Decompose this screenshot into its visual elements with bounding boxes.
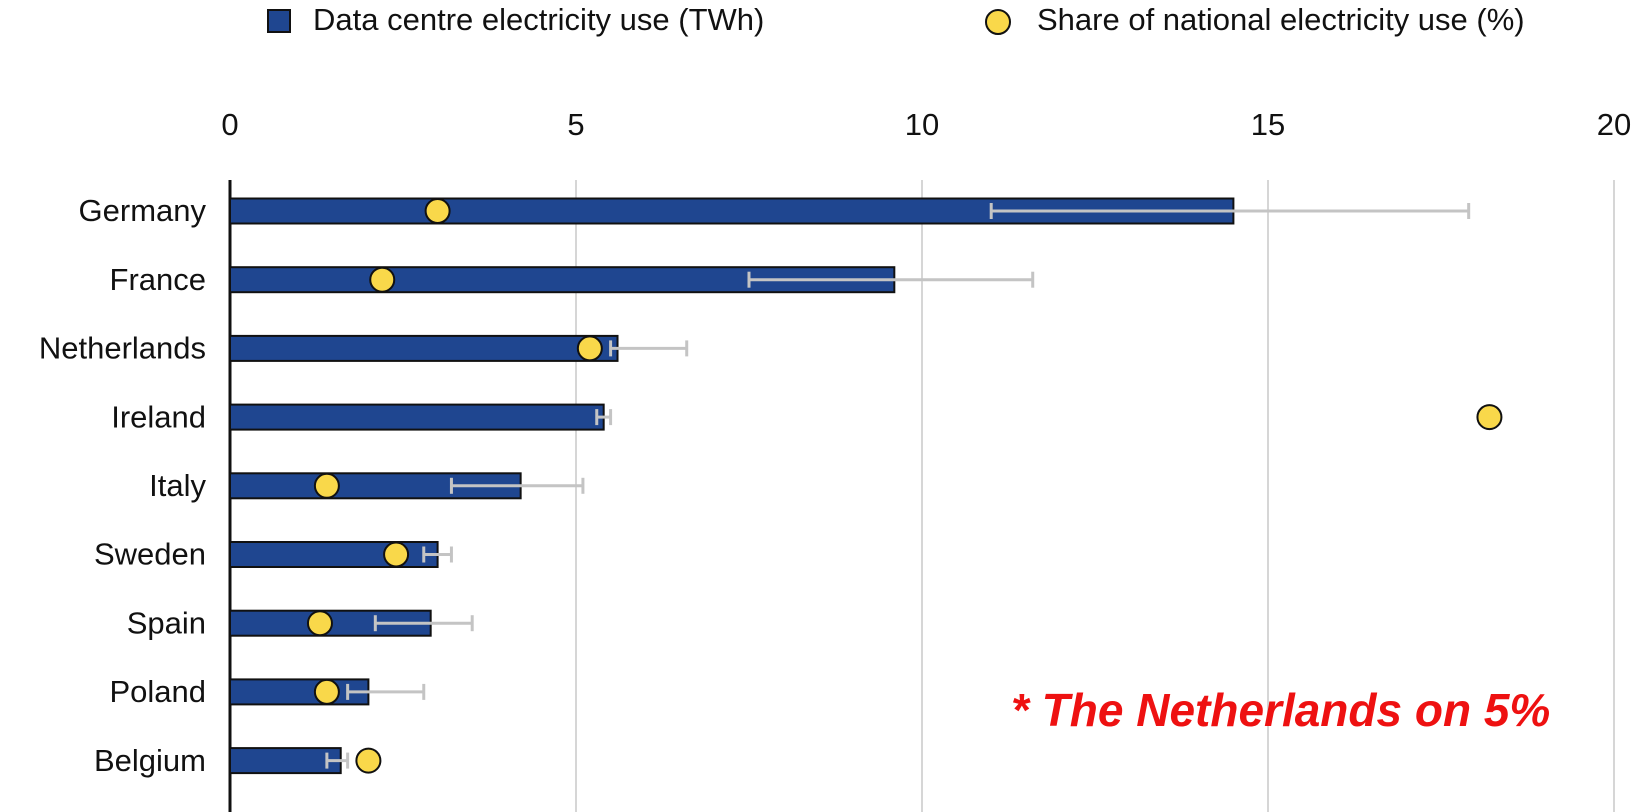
y-tick-label: Spain (127, 605, 206, 640)
x-tick-label: 15 (1251, 107, 1285, 142)
y-tick-label: France (110, 262, 206, 297)
x-tick-label: 5 (567, 107, 584, 142)
x-tick-label: 20 (1597, 107, 1631, 142)
x-tick-label: 0 (221, 107, 238, 142)
point (576, 335, 603, 362)
y-tick-label: Belgium (94, 743, 206, 778)
y-tick-label: Netherlands (39, 331, 206, 366)
y-tick-label: Poland (109, 674, 206, 709)
y-tick-label: Germany (79, 193, 207, 228)
bar (229, 334, 619, 362)
point (369, 266, 396, 293)
y-tick-label: Ireland (111, 399, 206, 434)
legend-swatch (985, 9, 1011, 35)
point (1476, 404, 1503, 431)
legend-label: Share of national electricity use (%) (1037, 2, 1525, 37)
legend-swatch (267, 9, 291, 33)
y-tick-label: Italy (149, 468, 206, 503)
x-tick-label: 10 (905, 107, 939, 142)
bar (229, 747, 342, 775)
point (313, 472, 340, 499)
bar (229, 403, 605, 431)
point (424, 198, 451, 224)
legend-label: Data centre electricity use (TWh) (313, 2, 764, 37)
bar (229, 678, 370, 706)
point (355, 747, 382, 774)
point (306, 610, 333, 637)
annotation: * The Netherlands on 5% (1011, 684, 1550, 736)
point (383, 541, 410, 568)
point (313, 678, 340, 705)
y-tick-label: Sweden (94, 537, 206, 572)
